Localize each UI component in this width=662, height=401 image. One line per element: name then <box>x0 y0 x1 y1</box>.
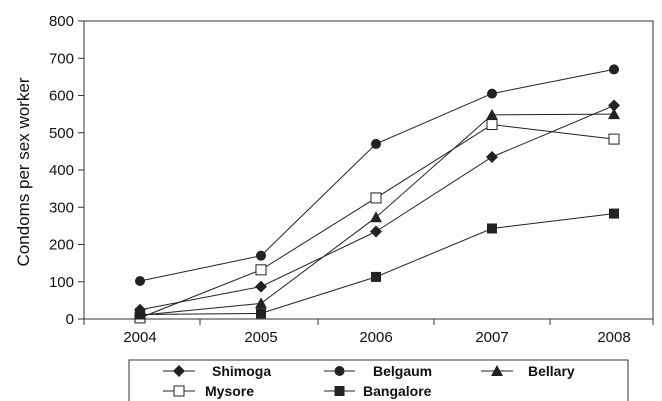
data-point <box>609 64 619 75</box>
legend-marker <box>334 366 345 376</box>
x-tick-label: 2008 <box>597 329 630 346</box>
data-point <box>255 264 267 276</box>
data-point <box>608 108 620 120</box>
y-axis-title: Condoms per sex worker <box>14 77 33 266</box>
data-point <box>487 88 497 99</box>
y-tick-label: 600 <box>49 88 74 105</box>
y-tick-label: 500 <box>49 125 74 142</box>
legend-item-shimoga: Shimoga <box>163 363 271 379</box>
plot-frame <box>83 20 654 320</box>
x-tick-label: 2007 <box>475 329 508 346</box>
y-tick-label: 200 <box>49 237 74 254</box>
y-axis-ticks: 0 100 200 300 400 500 600 700 800 <box>49 13 84 328</box>
y-tick-label: 100 <box>49 274 74 291</box>
legend-marker <box>173 365 185 377</box>
y-tick-label: 300 <box>49 199 74 216</box>
data-point <box>370 211 382 223</box>
y-tick-label: 400 <box>49 162 74 179</box>
y-tick-label: 800 <box>49 13 74 30</box>
data-point <box>486 108 498 120</box>
legend: Shimoga Belgaum Bellary Mysore Bangalore <box>128 359 629 401</box>
series-bellary <box>134 108 620 321</box>
data-point <box>486 150 498 163</box>
x-tick-label: 2005 <box>244 329 277 346</box>
data-point <box>256 308 266 319</box>
legend-marker <box>173 385 185 397</box>
legend-label: Belgaum <box>373 363 432 379</box>
data-point <box>371 138 381 149</box>
x-axis-ticks: 2004 2005 2006 2007 2008 <box>83 319 654 346</box>
legend-marker <box>334 386 345 396</box>
legend-label: Bangalore <box>363 383 432 399</box>
x-tick-label: 2004 <box>123 329 156 346</box>
data-point <box>370 225 382 238</box>
legend-marker <box>491 365 503 376</box>
data-point <box>255 297 267 309</box>
data-point <box>486 119 498 131</box>
legend-item-bellary: Bellary <box>481 363 575 379</box>
data-point <box>608 133 620 145</box>
legend-item-belgaum: Belgaum <box>324 363 432 379</box>
data-point <box>255 280 267 293</box>
data-point <box>608 99 620 112</box>
data-point <box>487 223 497 234</box>
y-tick-label: 700 <box>49 50 74 67</box>
legend-label: Mysore <box>205 383 254 399</box>
legend-item-mysore: Mysore <box>163 383 254 399</box>
legend-item-bangalore: Bangalore <box>324 383 432 399</box>
y-tick-label: 0 <box>66 311 74 328</box>
legend-label: Shimoga <box>212 363 271 379</box>
legend-label: Bellary <box>528 363 575 379</box>
data-point <box>609 208 619 219</box>
legend-box <box>128 359 629 401</box>
data-point <box>371 271 381 282</box>
data-point <box>256 250 266 261</box>
series-shimoga <box>134 99 620 316</box>
x-tick-label: 2006 <box>359 329 392 346</box>
data-point <box>135 276 145 287</box>
series-group <box>134 64 620 324</box>
axes <box>83 20 654 320</box>
series-bangalore <box>135 208 619 320</box>
data-point <box>135 309 145 320</box>
series-line <box>139 68 615 282</box>
series-belgaum <box>135 64 619 287</box>
data-point <box>370 192 382 204</box>
